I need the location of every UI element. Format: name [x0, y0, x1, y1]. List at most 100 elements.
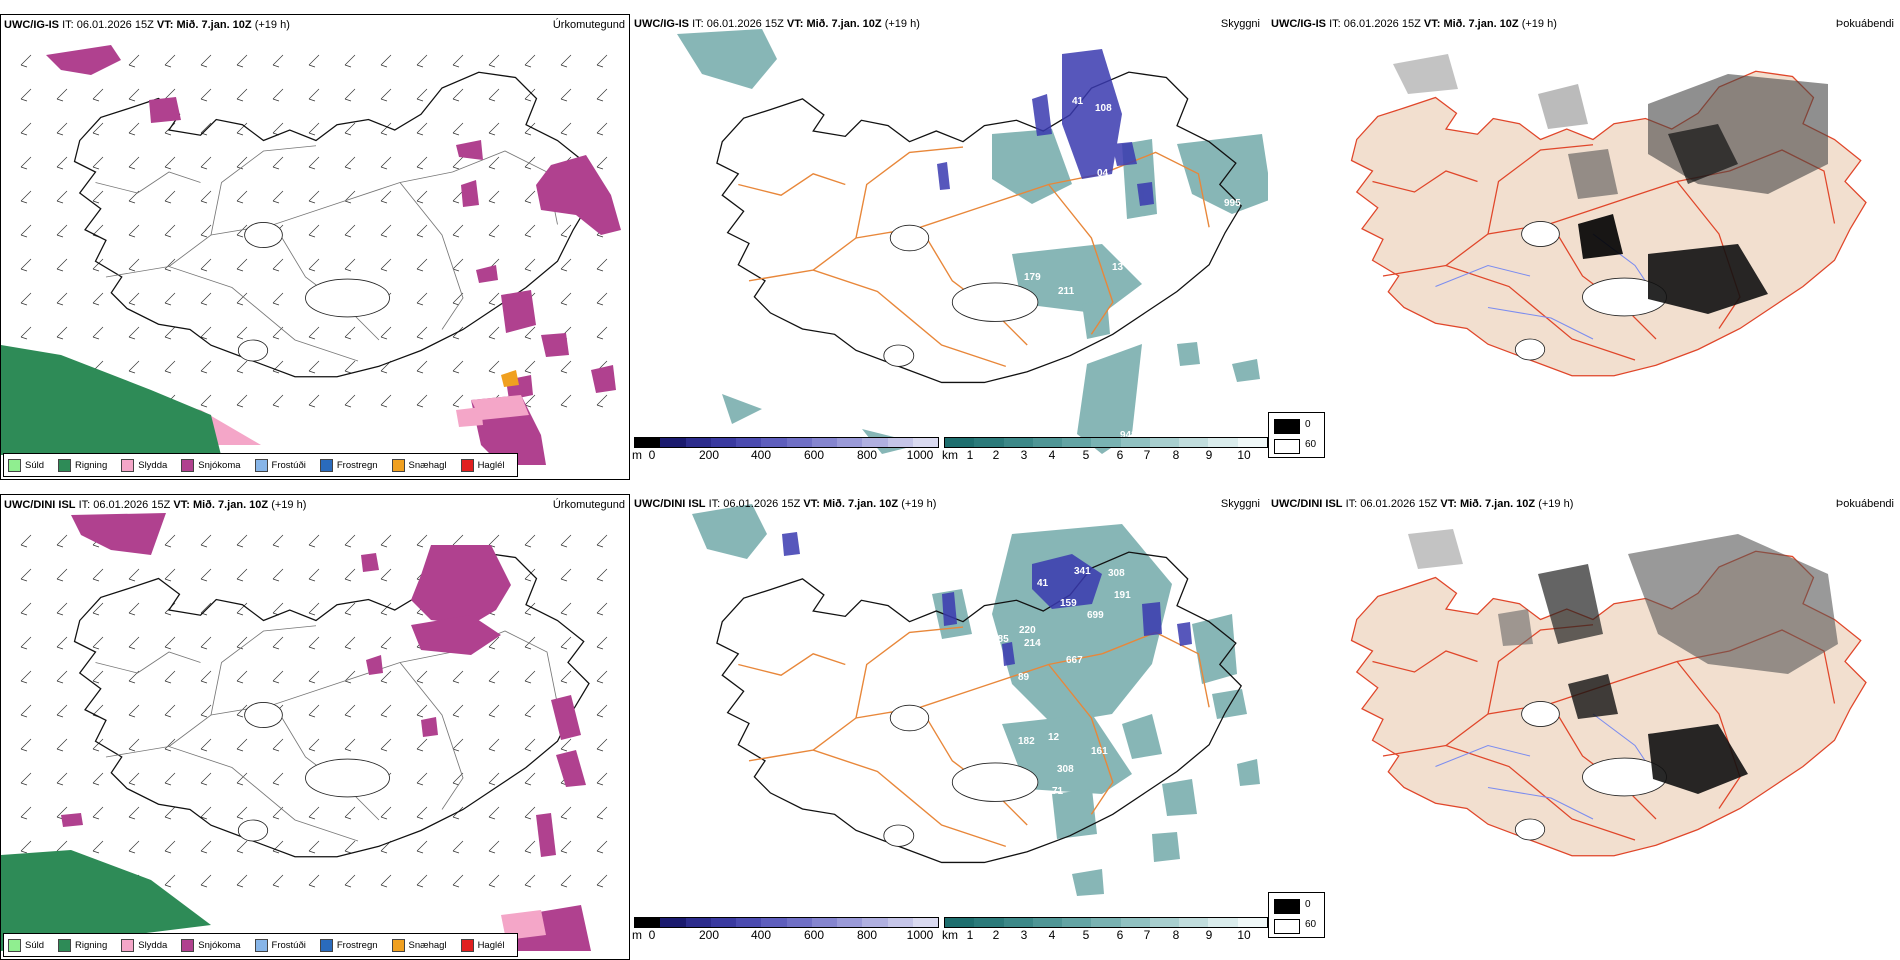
wind-barb [164, 636, 176, 650]
fog-swatch-60 [1274, 439, 1300, 454]
wind-barb [596, 772, 608, 786]
wind-barb [596, 874, 608, 888]
wind-barb [20, 602, 32, 616]
wind-barb [416, 122, 428, 136]
wind-barb [200, 772, 212, 786]
wind-barb [20, 568, 32, 582]
wind-barb [236, 190, 248, 204]
glacier-outline [889, 224, 930, 252]
svg-text:89: 89 [1018, 672, 1030, 683]
wind-barb [308, 636, 320, 650]
wind-barb [524, 738, 536, 752]
glacier-outline [237, 819, 269, 842]
wind-barb [416, 88, 428, 102]
wind-barb [200, 156, 212, 170]
wind-barb [308, 258, 320, 272]
sleet-area [501, 910, 546, 940]
wind-barb [128, 292, 140, 306]
ceiling-color-strip [634, 437, 939, 448]
wind-barb [236, 54, 248, 68]
visibility-color-strip [944, 437, 1268, 448]
wind-barb [200, 394, 212, 408]
wind-barb [596, 54, 608, 68]
svg-text:91: 91 [1172, 216, 1184, 227]
road-line [105, 266, 359, 362]
wind-barb [524, 224, 536, 238]
wind-barb [128, 122, 140, 136]
wind-barb [344, 224, 356, 238]
wind-barb [416, 54, 428, 68]
road-line [399, 662, 464, 810]
glacier-outline [883, 344, 915, 367]
wind-barb [380, 874, 392, 888]
wind-barb [308, 602, 320, 616]
wind-barb [272, 54, 284, 68]
wind-barb [380, 54, 392, 68]
glacier-outline [237, 339, 269, 362]
wind-barb [596, 394, 608, 408]
wind-barb [524, 534, 536, 548]
wind-barb [128, 772, 140, 786]
legend-item: Frostúði [254, 458, 314, 472]
wind-barb [416, 874, 428, 888]
wind-barb [20, 806, 32, 820]
wind-barb [344, 874, 356, 888]
river-line [1435, 744, 1531, 767]
wind-barb [416, 738, 428, 752]
wind-barb [596, 670, 608, 684]
wind-barb [128, 806, 140, 820]
road-line [1048, 664, 1114, 815]
glacier-outline [244, 221, 283, 249]
wind-barb [488, 292, 500, 306]
legend-item: Snæhagl [391, 458, 455, 472]
wind-barb [488, 190, 500, 204]
visibility-colorbar-bottom: km 1 2 3 4 5 6 7 8 9 10 [942, 917, 1268, 945]
wind-barb [272, 190, 284, 204]
wind-barb [200, 738, 212, 752]
wind-barb [452, 54, 464, 68]
wind-barb [200, 224, 212, 238]
wind-barb [164, 156, 176, 170]
iceland-map-shape [716, 551, 1243, 864]
legend-item: Haglél [460, 458, 513, 472]
wind-barb [596, 636, 608, 650]
wind-barb [92, 326, 104, 340]
wind-barb [164, 874, 176, 888]
svg-text:220: 220 [1019, 625, 1036, 636]
road-line [812, 653, 1103, 751]
glacier-outline [951, 282, 1039, 322]
visibility-panel-top: 235 108 41 04 995 263 121 179 211 13 96 … [632, 14, 1272, 480]
legend-swatch [391, 458, 405, 472]
wind-barb [308, 670, 320, 684]
wind-barb [488, 224, 500, 238]
wind-barb [560, 394, 572, 408]
legend-swatch [121, 458, 135, 472]
glacier-outline [1514, 338, 1546, 361]
wind-barb [236, 534, 248, 548]
wind-barb [56, 190, 68, 204]
svg-text:948: 948 [1120, 430, 1137, 441]
wind-barb [164, 224, 176, 238]
wind-barb [200, 326, 212, 340]
wind-barb [272, 738, 284, 752]
wind-barb [380, 636, 392, 650]
wind-barb [200, 840, 212, 854]
wind-barb [200, 292, 212, 306]
wind-barb [380, 394, 392, 408]
legend-item: Súld [8, 458, 52, 472]
wind-barb [308, 224, 320, 238]
road-line [1445, 170, 1730, 267]
wind-barb [380, 534, 392, 548]
wind-barb [272, 258, 284, 272]
wind-barb [344, 602, 356, 616]
wind-barb [164, 670, 176, 684]
header-info: UWC/DINI ISL IT: 06.01.2026 15Z VT: Mið.… [1271, 498, 1574, 510]
road-line [95, 171, 201, 194]
wind-barb [92, 88, 104, 102]
wind-barb [488, 88, 500, 102]
wind-barb [488, 156, 500, 170]
wind-barb [308, 738, 320, 752]
wind-barb [488, 874, 500, 888]
legend-item: Snjókoma [181, 458, 248, 472]
wind-barb [56, 326, 68, 340]
